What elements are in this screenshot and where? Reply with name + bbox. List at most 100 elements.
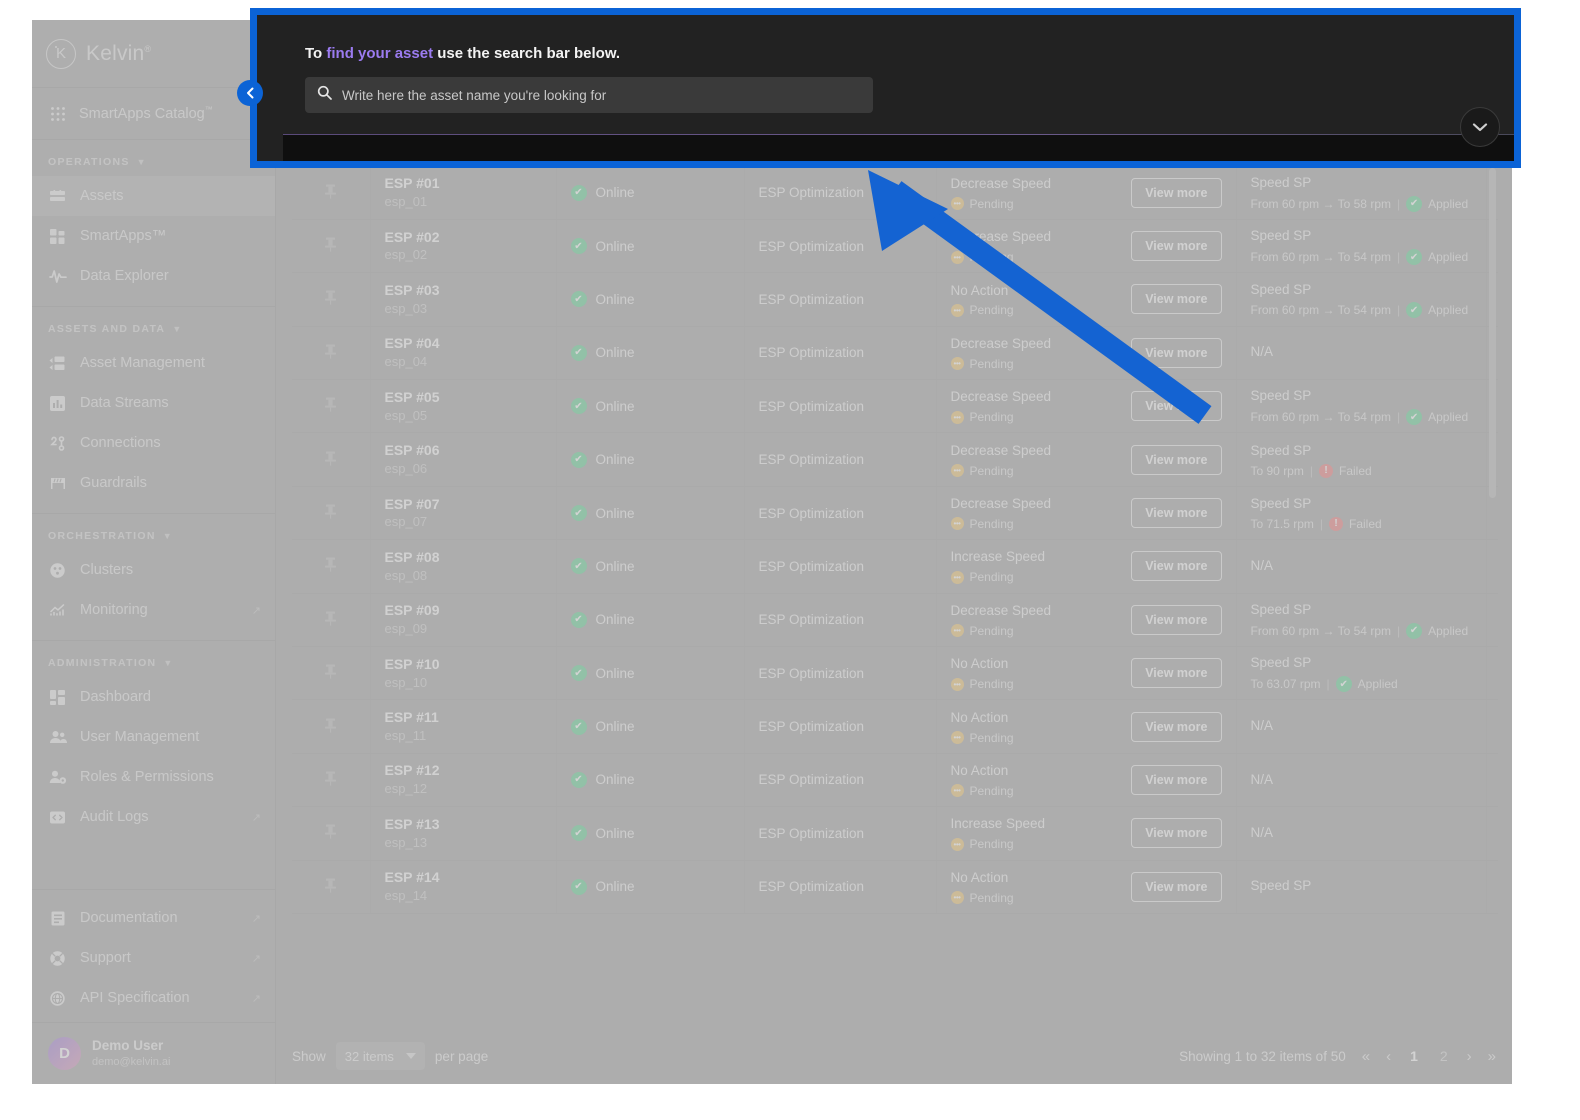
row-action-cell[interactable] xyxy=(1486,753,1498,808)
asset-name-cell[interactable]: ESP #11 esp_11 xyxy=(370,699,557,754)
view-more-button[interactable]: View more xyxy=(1131,284,1222,315)
pin-cell[interactable] xyxy=(292,379,371,434)
table-row[interactable]: ESP #10 esp_10 ✔ Online ESP Optimization No A… xyxy=(292,646,1498,701)
pin-cell[interactable] xyxy=(292,699,371,754)
expand-down-button[interactable] xyxy=(1460,107,1500,147)
asset-name-cell[interactable]: ESP #04 esp_04 xyxy=(370,326,557,381)
pin-icon[interactable] xyxy=(323,184,338,203)
page-button-1[interactable]: 1 xyxy=(1410,1048,1418,1064)
view-more-button[interactable]: View more xyxy=(1131,871,1222,902)
pin-cell[interactable] xyxy=(292,272,371,327)
table-row[interactable]: ESP #13 esp_13 ✔ Online ESP Optimization Incr… xyxy=(292,806,1498,861)
sidebar-section-title[interactable]: ASSETS AND DATA ▼ xyxy=(48,323,183,335)
pin-cell[interactable] xyxy=(292,432,371,487)
sidebar-item-documentation[interactable]: Documentation ↗ xyxy=(32,898,275,938)
pin-icon[interactable] xyxy=(323,771,338,790)
asset-name-cell[interactable]: ESP #03 esp_03 xyxy=(370,272,557,327)
table-row[interactable]: ESP #06 esp_06 ✔ Online ESP Optimization Decr… xyxy=(292,432,1498,487)
pin-cell[interactable] xyxy=(292,486,371,541)
asset-name-cell[interactable]: ESP #02 esp_02 xyxy=(370,219,557,274)
view-more-button[interactable]: View more xyxy=(1131,711,1222,742)
asset-name-cell[interactable]: ESP #10 esp_10 xyxy=(370,646,557,701)
view-more-button[interactable]: View more xyxy=(1131,551,1222,582)
asset-name-cell[interactable]: ESP #06 esp_06 xyxy=(370,432,557,487)
sidebar-item-asset-management[interactable]: Asset Management xyxy=(32,343,275,383)
next-page-button[interactable]: › xyxy=(1466,1047,1472,1065)
pin-icon[interactable] xyxy=(323,504,338,523)
pin-cell[interactable] xyxy=(292,753,371,808)
collapse-panel-button[interactable] xyxy=(237,80,263,106)
sidebar-section-title[interactable]: ORCHESTRATION ▼ xyxy=(48,530,173,542)
view-more-button[interactable]: View more xyxy=(1131,444,1222,475)
row-action-cell[interactable] xyxy=(1486,860,1498,914)
view-more-button[interactable]: View more xyxy=(1131,391,1222,422)
view-more-button[interactable]: View more xyxy=(1131,818,1222,849)
asset-name-cell[interactable]: ESP #13 esp_13 xyxy=(370,806,557,861)
pin-icon[interactable] xyxy=(323,557,338,576)
pin-icon[interactable] xyxy=(323,611,338,630)
pin-cell[interactable] xyxy=(292,806,371,861)
table-scrollbar[interactable] xyxy=(1489,168,1496,498)
sidebar-item-api-specification[interactable]: API Specification ↗ xyxy=(32,978,275,1018)
sidebar-section-title[interactable]: ADMINISTRATION ▼ xyxy=(48,657,174,669)
view-more-button[interactable]: View more xyxy=(1131,337,1222,368)
sidebar-item-roles-permissions[interactable]: Roles & Permissions xyxy=(32,757,275,797)
pin-icon[interactable] xyxy=(323,824,338,843)
brand-logo[interactable]: K Kelvin® xyxy=(32,20,275,88)
table-row[interactable]: ESP #01 esp_01 ✔ Online ESP Optimization Decr… xyxy=(292,166,1498,220)
asset-name-cell[interactable]: ESP #08 esp_08 xyxy=(370,539,557,594)
table-row[interactable]: ESP #08 esp_08 ✔ Online ESP Optimization Incr… xyxy=(292,539,1498,594)
pin-cell[interactable] xyxy=(292,326,371,381)
asset-name-cell[interactable]: ESP #01 esp_01 xyxy=(370,166,557,220)
page-button-2[interactable]: 2 xyxy=(1439,1048,1448,1064)
pin-icon[interactable] xyxy=(323,237,338,256)
view-more-button[interactable]: View more xyxy=(1131,498,1222,529)
pin-cell[interactable] xyxy=(292,166,371,220)
sidebar-item-assets[interactable]: Assets xyxy=(32,176,275,216)
pin-icon[interactable] xyxy=(323,878,338,897)
sidebar-section-title[interactable]: OPERATIONS ▼ xyxy=(48,156,147,168)
table-row[interactable]: ESP #07 esp_07 ✔ Online ESP Optimization Decr… xyxy=(292,486,1498,541)
view-more-button[interactable]: View more xyxy=(1131,604,1222,635)
first-page-button[interactable]: « xyxy=(1361,1047,1371,1065)
pin-cell[interactable] xyxy=(292,646,371,701)
pin-icon[interactable] xyxy=(323,397,338,416)
view-more-button[interactable]: View more xyxy=(1131,231,1222,262)
sidebar-item-dashboard[interactable]: Dashboard xyxy=(32,677,275,717)
row-action-cell[interactable] xyxy=(1486,539,1498,594)
pin-cell[interactable] xyxy=(292,860,371,914)
sidebar-item-clusters[interactable]: Clusters xyxy=(32,550,275,590)
pin-cell[interactable] xyxy=(292,219,371,274)
table-row[interactable]: ESP #11 esp_11 ✔ Online ESP Optimization No A… xyxy=(292,699,1498,754)
sidebar-item-connections[interactable]: Connections xyxy=(32,423,275,463)
row-action-cell[interactable] xyxy=(1486,699,1498,754)
sidebar-item-user-management[interactable]: User Management xyxy=(32,717,275,757)
user-profile[interactable]: D Demo User demo@kelvin.ai xyxy=(32,1022,275,1084)
pin-cell[interactable] xyxy=(292,593,371,648)
asset-name-cell[interactable]: ESP #05 esp_05 xyxy=(370,379,557,434)
prev-page-button[interactable]: ‹ xyxy=(1386,1047,1392,1065)
row-action-cell[interactable] xyxy=(1486,806,1498,861)
last-page-button[interactable]: » xyxy=(1487,1047,1496,1065)
pin-icon[interactable] xyxy=(323,451,338,470)
row-action-cell[interactable] xyxy=(1486,486,1498,541)
view-more-button[interactable]: View more xyxy=(1131,764,1222,795)
sidebar-item-data-explorer[interactable]: Data Explorer xyxy=(32,256,275,296)
asset-name-cell[interactable]: ESP #12 esp_12 xyxy=(370,753,557,808)
view-more-button[interactable]: View more xyxy=(1131,177,1222,208)
asset-name-cell[interactable]: ESP #09 esp_09 xyxy=(370,593,557,648)
sidebar-item-smartapps[interactable]: SmartApps™ xyxy=(32,216,275,256)
table-row[interactable]: ESP #02 esp_02 ✔ Online ESP Optimization Decr… xyxy=(292,219,1498,274)
sidebar-item-audit-logs[interactable]: Audit Logs ↗ xyxy=(32,797,275,837)
sidebar-item-smartapps-catalog[interactable]: SmartApps Catalog™ xyxy=(32,88,275,140)
per-page-select[interactable]: 32 items xyxy=(335,1042,425,1070)
table-row[interactable]: ESP #14 esp_14 ✔ Online ESP Optimization No A… xyxy=(292,860,1498,914)
pin-icon[interactable] xyxy=(323,664,338,683)
row-action-cell[interactable] xyxy=(1486,593,1498,648)
row-action-cell[interactable] xyxy=(1486,646,1498,701)
sidebar-item-guardrails[interactable]: Guardrails xyxy=(32,463,275,503)
asset-name-cell[interactable]: ESP #14 esp_14 xyxy=(370,860,557,914)
table-row[interactable]: ESP #12 esp_12 ✔ Online ESP Optimization No A… xyxy=(292,753,1498,808)
sidebar-item-data-streams[interactable]: Data Streams xyxy=(32,383,275,423)
pin-icon[interactable] xyxy=(323,718,338,737)
